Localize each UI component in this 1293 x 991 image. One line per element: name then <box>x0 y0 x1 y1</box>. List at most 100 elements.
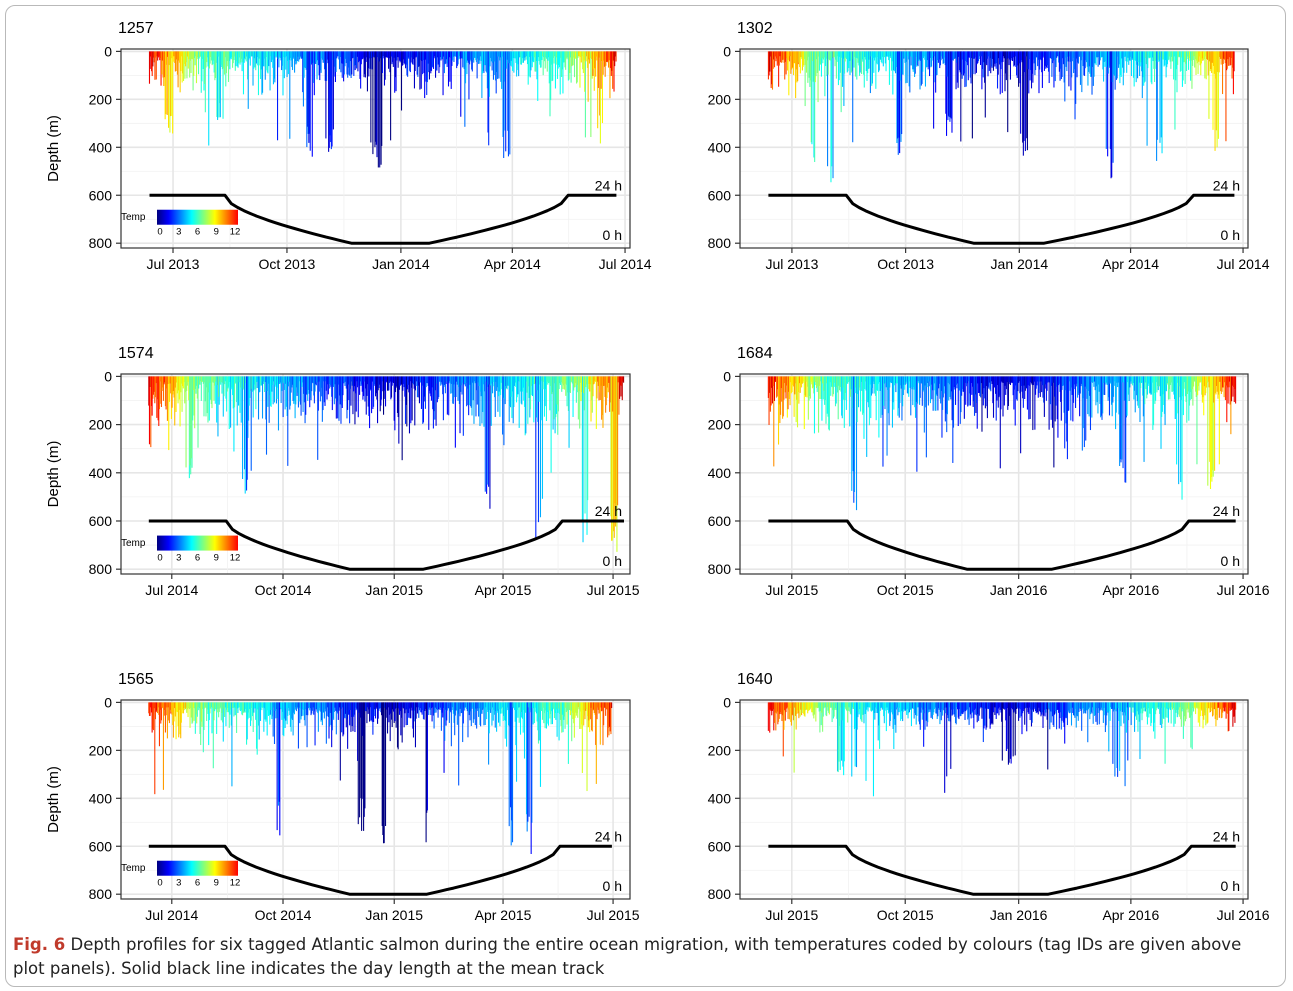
y-tick-label: 600 <box>89 513 113 529</box>
x-tick-label: Jul 2014 <box>1217 256 1270 272</box>
day-length-line <box>768 844 1236 896</box>
x-tick-label: Apr 2014 <box>484 256 541 272</box>
y-tick-label: 600 <box>89 187 113 203</box>
x-tick-label: Jul 2015 <box>587 907 640 923</box>
temperature-legend-tick: 9 <box>214 878 219 889</box>
x-tick-label: Jan 2014 <box>372 256 430 272</box>
panel-1640: 24 h 0 h 0 200 400 600 800 Jul 2015 Oct 2015 Jan … <box>708 671 1270 923</box>
x-tick-label: Apr 2016 <box>1102 907 1159 923</box>
x-tick-label: Oct 2014 <box>255 907 312 923</box>
x-tick-label: Jul 2013 <box>147 256 200 272</box>
x-tick-label: Oct 2013 <box>259 256 316 272</box>
panel-1257: 24 h 0 h Temp 0 3 6 9 12 0 200 400 600 800 Jul 2013 Oc… <box>45 20 652 272</box>
panel-frame <box>739 373 1249 575</box>
day-length-0h-label: 0 h <box>603 553 622 569</box>
figure-caption: Fig. 6 Depth profiles for six tagged Atl… <box>13 933 1273 981</box>
caption-label: Fig. 6 <box>13 935 66 954</box>
temperature-colorbar <box>157 209 238 225</box>
y-tick-label: 0 <box>104 694 112 710</box>
panel-title: 1302 <box>737 20 773 37</box>
y-tick-label: 0 <box>104 368 112 384</box>
x-tick-label: Jan 2015 <box>365 907 423 923</box>
day-length-24h-label: 24 h <box>595 828 622 844</box>
x-tick-label: Oct 2015 <box>877 582 934 598</box>
y-tick-label: 400 <box>89 139 113 155</box>
day-length: 24 h 0 h <box>768 177 1240 245</box>
figure-frame <box>5 5 1286 987</box>
depth-bars <box>767 51 1235 183</box>
y-tick-label: 400 <box>89 790 113 806</box>
y-tick-label: 800 <box>708 561 732 577</box>
day-length-line <box>148 519 624 571</box>
x-tick-label: Oct 2014 <box>255 582 312 598</box>
y-tick-label: 800 <box>89 886 113 902</box>
y-tick-label: 600 <box>89 838 113 854</box>
temperature-legend-tick: 6 <box>195 878 200 889</box>
x-tick-label: Jan 2014 <box>991 256 1049 272</box>
temperature-legend: Temp 0 3 6 9 12 <box>121 860 241 889</box>
day-length: 24 h 0 h <box>149 177 622 245</box>
y-axis-label: Depth (m) <box>45 115 62 182</box>
y-tick-label: 200 <box>89 417 113 433</box>
day-length-0h-label: 0 h <box>603 878 622 894</box>
y-axis-label: Depth (m) <box>45 441 62 508</box>
depth-bars <box>148 376 625 552</box>
temperature-legend: Temp 0 3 6 9 12 <box>121 535 241 564</box>
x-tick-label: Apr 2014 <box>1102 256 1159 272</box>
y-tick-label: 400 <box>708 790 732 806</box>
y-tick-label: 600 <box>708 187 732 203</box>
x-tick-label: Jul 2015 <box>765 582 818 598</box>
temperature-legend-tick: 12 <box>230 878 241 889</box>
temperature-legend-title: Temp <box>121 538 146 549</box>
y-tick-label: 200 <box>708 742 732 758</box>
panel-frame <box>739 48 1249 249</box>
day-length-24h-label: 24 h <box>1213 503 1240 519</box>
panel-title: 1640 <box>737 671 773 688</box>
temperature-legend-tick: 12 <box>230 553 241 564</box>
depth-bars <box>767 376 1237 511</box>
x-tick-label: Jul 2015 <box>765 907 818 923</box>
x-tick-label: Jul 2015 <box>587 582 640 598</box>
grid <box>740 700 1248 899</box>
temperature-legend-tick: 3 <box>176 878 181 889</box>
y-tick-label: 400 <box>708 139 732 155</box>
temperature-colorbar <box>157 860 238 876</box>
x-tick-label: Jul 2016 <box>1217 582 1270 598</box>
y-tick-label: 600 <box>708 838 732 854</box>
panel-title: 1574 <box>118 345 154 362</box>
panel-title: 1684 <box>737 345 773 362</box>
day-length: 24 h 0 h <box>148 503 624 571</box>
day-length-line <box>768 519 1236 571</box>
panel-frame <box>120 48 631 249</box>
x-tick-label: Jul 2014 <box>599 256 652 272</box>
panel-1574: 24 h 0 h Temp 0 3 6 9 12 0 200 400 600 800 Jul 2014 Oc… <box>45 345 640 598</box>
panel-1302: 24 h 0 h 0 200 400 600 800 Jul 2013 Oct 2013 Jan … <box>708 20 1270 272</box>
panel-title: 1565 <box>118 671 154 688</box>
temperature-legend-tick: 6 <box>195 553 200 564</box>
y-tick-label: 200 <box>708 91 732 107</box>
y-tick-label: 200 <box>708 417 732 433</box>
y-tick-label: 0 <box>723 368 731 384</box>
panel-title: 1257 <box>118 20 154 37</box>
panel-1684: 24 h 0 h 0 200 400 600 800 Jul 2015 Oct 2015 Jan … <box>708 345 1270 598</box>
y-tick-label: 800 <box>708 886 732 902</box>
day-length: 24 h 0 h <box>768 503 1240 571</box>
y-tick-label: 800 <box>89 235 113 251</box>
panel-frame <box>120 699 631 900</box>
y-tick-label: 200 <box>89 91 113 107</box>
x-tick-label: Oct 2013 <box>877 256 934 272</box>
y-tick-label: 0 <box>104 43 112 59</box>
y-tick-label: 800 <box>89 561 113 577</box>
temperature-legend-tick: 0 <box>157 553 162 564</box>
temperature-legend-title: Temp <box>121 212 146 223</box>
panel-frame <box>120 373 631 575</box>
day-length-24h-label: 24 h <box>1213 177 1240 193</box>
y-tick-label: 400 <box>708 465 732 481</box>
y-tick-label: 0 <box>723 43 731 59</box>
x-tick-label: Apr 2016 <box>1102 582 1159 598</box>
depth-bars <box>767 702 1237 797</box>
y-tick-label: 600 <box>708 513 732 529</box>
day-length-24h-label: 24 h <box>595 503 622 519</box>
temperature-legend-tick: 3 <box>176 553 181 564</box>
